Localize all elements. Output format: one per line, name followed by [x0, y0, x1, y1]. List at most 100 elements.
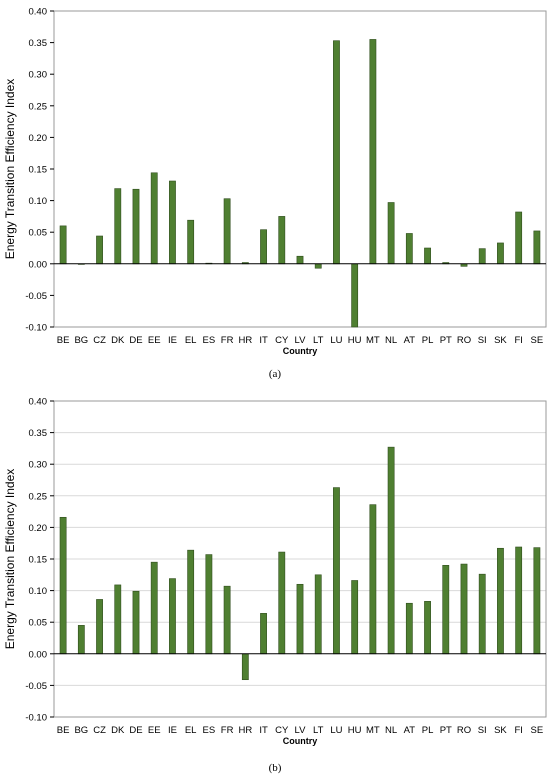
chart-a-bar-pl — [424, 247, 431, 265]
chart-a-xtick-label: IE — [168, 335, 177, 346]
chart-a-xtick-label: EE — [148, 335, 161, 346]
chart-b-ylabel: Energy Transition Efficiency Index — [3, 469, 17, 650]
chart-a-caption: (a) — [269, 368, 282, 380]
chart-a-xtick-label: EL — [185, 335, 197, 346]
chart-a-bar-cz — [96, 235, 103, 265]
chart-a-ytick-label: 0.40 — [29, 7, 48, 18]
chart-b-xtick-label: BG — [74, 725, 88, 736]
chart-a-bar-nl — [387, 202, 395, 265]
chart-b-xtick-label: CY — [275, 725, 289, 736]
chart-a-ytick-label: 0.05 — [29, 228, 48, 239]
chart-a-bar-lv — [296, 255, 304, 265]
chart-b-xtick-label: EL — [185, 725, 197, 736]
chart-b-bar-ro — [460, 563, 468, 655]
chart-b-ytick-label: 0.05 — [29, 618, 48, 629]
chart-a-xtick-label: PL — [422, 335, 434, 346]
chart-b-bar-hr — [241, 653, 249, 681]
chart-b-bar-cy — [278, 551, 286, 655]
chart-a-ytick-label: -0.05 — [25, 291, 47, 302]
chart-b-ytick-label: -0.05 — [25, 681, 47, 692]
chart-a-bar-be — [59, 225, 67, 265]
chart-b-xtick-label: PT — [440, 725, 452, 736]
chart-b-bar-pl — [424, 601, 431, 655]
chart-b-xtick-label: DK — [111, 725, 125, 736]
chart-b-bar-at — [405, 602, 413, 655]
chart-a-plot-frame — [53, 10, 547, 328]
chart-a-bar-at — [405, 233, 413, 265]
chart-b-xtick-label: ES — [203, 725, 216, 736]
chart-a-xtick-label: LT — [313, 335, 324, 346]
chart-b-xtick-label: PL — [422, 725, 434, 736]
chart-a-bar-fr — [223, 198, 231, 265]
chart-b-xtick-label: NL — [385, 725, 397, 736]
chart-a-ytick-label: 0.30 — [29, 70, 48, 81]
chart-a-bar-it — [260, 229, 267, 265]
chart-b-caption: (b) — [269, 762, 282, 774]
chart-b-bar-es — [205, 554, 213, 655]
chart-b-bar-hu — [351, 580, 359, 655]
chart-b-ytick-label: 0.10 — [29, 586, 48, 597]
chart-a-xtick-label: BG — [74, 335, 88, 346]
chart-b-bar-de — [132, 590, 140, 655]
chart-b-bar-ie — [169, 578, 176, 655]
chart-a-xtick-label: NL — [385, 335, 397, 346]
chart-b-xtick-label: SE — [531, 725, 544, 736]
chart-a-ytick-label: -0.10 — [25, 323, 47, 334]
chart-a-bar-el — [187, 219, 195, 265]
chart-b-xtick-label: SK — [494, 725, 507, 736]
chart-b-bar-be — [59, 516, 67, 655]
chart-b-xtick-label: LU — [330, 725, 342, 736]
chart-b: -0.10 -0.05 0.00 0.05 0.10 0.15 0.20 0.25 0.30 0.… — [3, 397, 547, 774]
chart-a: -0.10 -0.05 0.00 0.05 0.10 0.15 0.20 0.25 0.30 0.… — [3, 7, 547, 380]
chart-a-ytick-label: 0.20 — [29, 133, 48, 144]
chart-a-bar-dk — [114, 188, 122, 265]
chart-b-bar-it — [260, 613, 267, 655]
chart-a-ytick-label: 0.15 — [29, 165, 48, 176]
chart-b-ytick-label: 0.15 — [29, 555, 48, 566]
chart-b-ytick-label: 0.25 — [29, 491, 48, 502]
chart-a-xtick-label: DK — [111, 335, 125, 346]
chart-a-xtick-label: DE — [129, 335, 142, 346]
chart-a-xtick-label: CY — [275, 335, 289, 346]
chart-a-bar-hu — [351, 263, 359, 328]
chart-a-xtick-label: SK — [494, 335, 507, 346]
chart-b-bar-nl — [387, 446, 395, 655]
chart-b-ytick-label: -0.10 — [25, 713, 47, 724]
chart-b-bar-el — [187, 549, 195, 655]
chart-b-xtick-label: HR — [238, 725, 252, 736]
chart-b-bar-lt — [314, 574, 322, 655]
chart-a-xtick-label: CZ — [93, 335, 106, 346]
chart-b-bar-dk — [114, 584, 122, 655]
chart-b-xtick-label: DE — [129, 725, 142, 736]
chart-b-bar-se — [533, 547, 541, 655]
chart-b-bar-fr — [223, 585, 231, 655]
chart-a-xtick-label: LU — [330, 335, 342, 346]
chart-a-bar-si — [478, 248, 486, 265]
chart-a-xtick-label: SE — [531, 335, 544, 346]
chart-b-xtick-label: BE — [57, 725, 70, 736]
chart-a-ytick-label: 0.10 — [29, 196, 48, 207]
chart-b-xtick-label: FR — [221, 725, 234, 736]
chart-b-xtick-label: MT — [366, 725, 380, 736]
chart-b-xlabel: Country — [283, 736, 318, 746]
chart-b-bar-pt — [442, 565, 450, 655]
chart-a-xtick-label: HU — [348, 335, 362, 346]
chart-b-xtick-label: IE — [168, 725, 177, 736]
chart-a-xtick-label: RO — [457, 335, 471, 346]
chart-a-bar-fi — [515, 211, 523, 265]
chart-a-bar-lu — [333, 40, 340, 265]
chart-a-bar-cy — [278, 216, 286, 265]
chart-b-bar-bg — [77, 625, 85, 655]
chart-b-xtick-label: LV — [295, 725, 307, 736]
chart-a-xtick-label: MT — [366, 335, 380, 346]
chart-a-bar-lt — [314, 263, 322, 269]
chart-b-ytick-label: 0.00 — [29, 649, 48, 660]
chart-a-ylabel: Energy Transition Efficiency Index — [3, 79, 17, 260]
chart-b-ytick-label: 0.40 — [29, 397, 48, 408]
chart-b-xtick-label: SI — [478, 725, 487, 736]
chart-b-ytick-label: 0.35 — [29, 428, 48, 439]
chart-b-xtick-label: LT — [313, 725, 324, 736]
chart-a-ytick-label: 0.35 — [29, 38, 48, 49]
chart-b-xtick-label: EE — [148, 725, 161, 736]
chart-a-xlabel: Country — [283, 346, 318, 356]
